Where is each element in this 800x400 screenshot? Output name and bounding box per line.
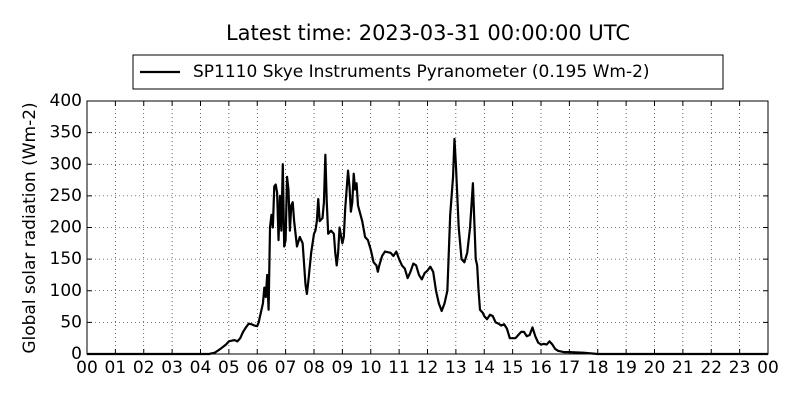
legend: SP1110 Skye Instruments Pyranometer (0.1… <box>132 54 724 90</box>
x-tick-label: 23 <box>729 358 751 378</box>
x-tick-label: 16 <box>530 358 552 378</box>
y-tick-label: 350 <box>50 123 82 143</box>
plot-frame <box>86 100 769 355</box>
legend-label: SP1110 Skye Instruments Pyranometer (0.1… <box>193 62 650 82</box>
x-tick-label: 12 <box>417 358 439 378</box>
x-tick-label: 06 <box>246 358 268 378</box>
x-tick-label: 22 <box>700 358 722 378</box>
x-tick-label: 10 <box>360 358 382 378</box>
y-tick-label: 100 <box>50 281 82 301</box>
x-tick-label: 02 <box>133 358 155 378</box>
x-tick-label: 19 <box>615 358 637 378</box>
y-tick-label: 400 <box>50 91 82 111</box>
x-tick-label: 00 <box>76 358 98 378</box>
x-tick-label: 14 <box>473 358 495 378</box>
y-tick-label: 50 <box>60 312 82 332</box>
x-tick-label: 11 <box>388 358 410 378</box>
legend-box <box>132 54 724 90</box>
x-tick-label: 01 <box>105 358 127 378</box>
y-tick-label: 300 <box>50 154 82 174</box>
y-tick-label: 200 <box>50 218 82 238</box>
x-tick-label: 15 <box>502 358 524 378</box>
x-tick-label: 09 <box>332 358 354 378</box>
x-tick-label: 18 <box>587 358 609 378</box>
x-tick-label: 13 <box>445 358 467 378</box>
data-line <box>87 137 768 356</box>
x-tick-label: 21 <box>672 358 694 378</box>
chart-title: Latest time: 2023-03-31 00:00:00 UTC <box>226 21 630 45</box>
x-tick-label: 07 <box>275 358 297 378</box>
x-tick-label: 20 <box>644 358 666 378</box>
x-tick-label: 05 <box>218 358 240 378</box>
y-axis-label: Global solar radiation (Wm-2) <box>20 102 40 353</box>
y-tick-label: 0 <box>71 344 82 364</box>
y-tick-label: 250 <box>50 186 82 206</box>
x-tick-label: 00 <box>757 358 779 378</box>
x-tick-label: 17 <box>559 358 581 378</box>
x-tick-label: 08 <box>303 358 325 378</box>
x-tick-label: 03 <box>161 358 183 378</box>
x-tick-label: 04 <box>190 358 212 378</box>
y-tick-label: 150 <box>50 249 82 269</box>
